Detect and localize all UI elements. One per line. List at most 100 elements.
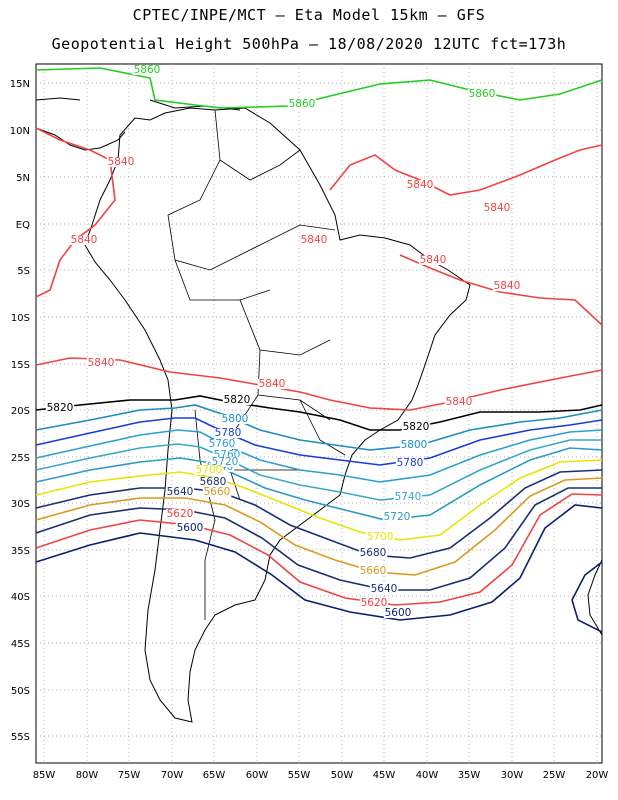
contour-label-bg xyxy=(212,450,242,460)
map-frame xyxy=(35,63,603,764)
lon-tick-label: 50W xyxy=(331,770,354,781)
contour-5720 xyxy=(35,447,603,521)
lat-tick-label: 10N xyxy=(10,126,30,137)
contour-label: 5700 xyxy=(196,464,223,476)
contour-label: 5820 xyxy=(403,421,430,433)
contour-label: 5640 xyxy=(371,583,398,595)
contour-5700 xyxy=(35,459,603,541)
contour-label: 5820 xyxy=(47,402,74,414)
contour-label-bg xyxy=(393,492,423,502)
contour-label: 5840 xyxy=(420,254,447,266)
contour-label: 5660 xyxy=(204,486,231,498)
lon-tick-label: 25W xyxy=(543,770,566,781)
contour-label-bg xyxy=(165,509,195,519)
contour-label: 5840 xyxy=(108,156,135,168)
contour-label-bg xyxy=(220,414,250,424)
contour-5640 xyxy=(35,487,602,591)
axis-labels: 15N 10N 5N EQ 5S 10S 15S 20S 25S 30S 35S 40S 45S 50S 5… xyxy=(10,79,609,781)
contour-label: 5640 xyxy=(167,486,194,498)
coastlines xyxy=(35,97,603,723)
contour-labels: 5860 5860 5860 5840 5840 5840 5840 5840 5840 5840… xyxy=(45,64,522,619)
contour-label-bg xyxy=(444,397,474,407)
lat-tick-label: 50S xyxy=(11,686,30,697)
contour-label: 5820 xyxy=(224,394,251,406)
contour-label-bg xyxy=(418,255,448,265)
lat-tick-label: 55S xyxy=(11,732,30,743)
contour-label: 5760 xyxy=(209,438,236,450)
contour-label-bg xyxy=(194,465,224,475)
contour-5760 xyxy=(35,429,603,483)
contour-lines xyxy=(35,67,603,633)
contour-label: 5700 xyxy=(367,531,394,543)
contour-label: 5840 xyxy=(259,378,286,390)
lon-tick-label: 75W xyxy=(118,770,141,781)
contour-label: 5620 xyxy=(167,508,194,520)
contour-5600-east xyxy=(571,561,603,633)
contour-label: 5620 xyxy=(361,597,388,609)
contour-5800 xyxy=(35,404,603,451)
contour-label-bg xyxy=(165,487,195,497)
lon-tick-label: 55W xyxy=(288,770,311,781)
contour-label-bg xyxy=(222,395,252,405)
contour-label: 5600 xyxy=(385,607,412,619)
lat-tick-label: 30S xyxy=(11,499,30,510)
contour-label-bg xyxy=(210,457,240,467)
contour-label-bg xyxy=(207,439,237,449)
lat-tick-label: 20S xyxy=(11,406,30,417)
lon-tick-label: 30W xyxy=(501,770,524,781)
contour-5820 xyxy=(35,395,603,431)
contour-label-bg xyxy=(358,548,388,558)
south-america-outline xyxy=(84,107,471,723)
contour-label: 5800 xyxy=(222,413,249,425)
contour-label: 5680 xyxy=(360,547,387,559)
contour-5840-east xyxy=(399,254,603,326)
chart-title-line1: CPTEC/INPE/MCT – Eta Model 15km – GFS xyxy=(132,6,486,24)
contour-label: 5860 xyxy=(134,64,161,76)
contour-label: 5720 xyxy=(384,511,411,523)
contour-label-bg xyxy=(175,523,205,533)
contour-label-bg xyxy=(287,99,317,109)
contour-label: 5840 xyxy=(484,202,511,214)
contour-label-bg xyxy=(382,512,412,522)
contour-label: 5680 xyxy=(200,476,227,488)
africa-coast xyxy=(587,559,603,636)
lon-tick-label: 20W xyxy=(586,770,609,781)
lat-tick-label: EQ xyxy=(16,220,30,231)
contour-5840-south xyxy=(35,357,603,411)
contour-label: 5860 xyxy=(289,98,316,110)
contour-label-bg xyxy=(395,458,425,468)
lat-tick-label: 15N xyxy=(10,79,30,90)
contour-label-bg xyxy=(213,428,243,438)
lon-tick-label: 60W xyxy=(246,770,269,781)
contour-5840-north xyxy=(35,127,116,298)
contour-label-bg xyxy=(257,379,287,389)
lon-tick-label: 65W xyxy=(203,770,226,781)
contour-label-bg xyxy=(45,403,75,413)
contour-label-bg xyxy=(132,65,162,75)
lat-tick-label: 5N xyxy=(16,173,30,184)
contour-label-bg xyxy=(69,235,99,245)
chart-title-line2: Geopotential Height 500hPa – 18/08/2020 … xyxy=(51,35,567,53)
contour-label-bg xyxy=(405,180,435,190)
contour-label-bg xyxy=(492,281,522,291)
contour-label: 5840 xyxy=(446,396,473,408)
contour-5600 xyxy=(35,504,603,621)
contour-label: 5840 xyxy=(71,234,98,246)
contour-label: 5860 xyxy=(469,88,496,100)
lon-tick-label: 80W xyxy=(76,770,99,781)
contour-5740 xyxy=(35,439,602,501)
lon-tick-label: 40W xyxy=(416,770,439,781)
contour-label-bg xyxy=(399,440,429,450)
contour-label: 5780 xyxy=(397,457,424,469)
contour-5840-atlantic xyxy=(329,144,603,196)
contour-label-bg xyxy=(401,422,431,432)
contour-label-bg xyxy=(358,566,388,576)
graticule xyxy=(36,64,602,763)
contour-label: 5840 xyxy=(88,357,115,369)
contour-label-bg xyxy=(299,235,329,245)
contour-label: 5840 xyxy=(494,280,521,292)
contour-label: 5800 xyxy=(401,439,428,451)
lat-tick-label: 10S xyxy=(11,313,30,324)
contour-label-bg xyxy=(86,358,116,368)
contour-label-bg xyxy=(482,203,512,213)
